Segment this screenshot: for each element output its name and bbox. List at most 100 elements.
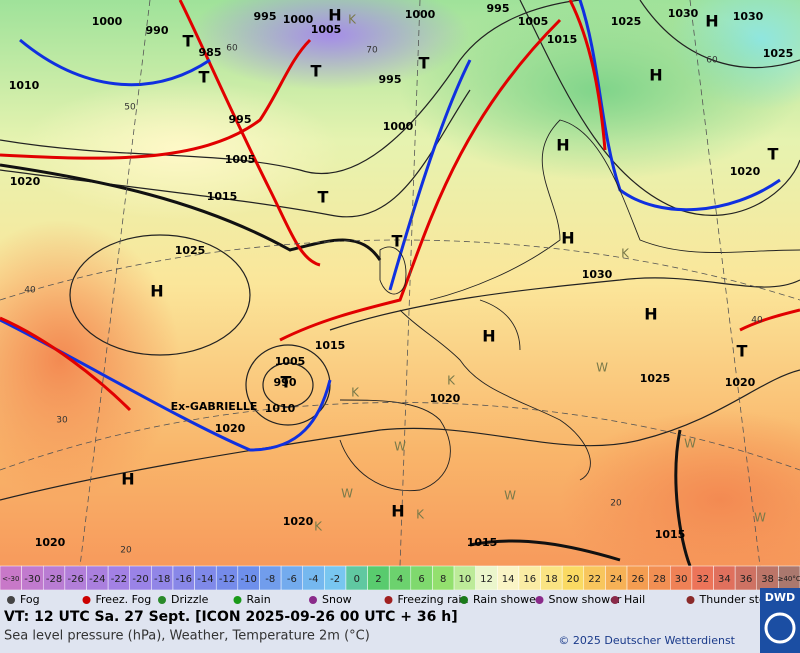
scale-label: -10: [240, 574, 256, 585]
pressure-system: T: [183, 32, 194, 51]
contour-label: 20: [120, 546, 132, 556]
trough-lines: [0, 163, 692, 567]
scale-label: -2: [330, 574, 340, 585]
scale-label: 4: [397, 574, 403, 585]
pressure-label: 1005: [311, 23, 342, 36]
valid-time: VT: 12 UTC Sa. 27 Sept. [ICON 2025-09-26…: [4, 609, 458, 625]
pressure-system: H: [328, 6, 341, 25]
pressure-label: 1015: [547, 33, 578, 46]
scale-label: -4: [309, 574, 319, 585]
pressure-label: 990: [274, 376, 297, 389]
warm-area: [0, 220, 180, 500]
pressure-label: 1015: [315, 339, 346, 352]
pressure-system: H: [649, 66, 662, 85]
weather-symbol: [535, 596, 544, 604]
pressure-label: 1010: [9, 79, 40, 92]
weather-label: Rain shower: [473, 593, 541, 606]
scale-label: -16: [176, 574, 192, 585]
scale-label: 2: [375, 574, 381, 585]
weather-legend: Fog Freez. Fog Drizzle Rain Snow Freezing rai…: [7, 593, 781, 606]
pressure-system: H: [482, 327, 495, 346]
pressure-system: T: [768, 145, 779, 164]
scale-label: 8: [440, 574, 446, 585]
pressure-label: 1020: [10, 175, 41, 188]
weather-label: Freezing rain: [398, 593, 469, 606]
pressure-system: T: [392, 232, 403, 251]
minor-label: K: [621, 247, 630, 261]
graticule: [0, 0, 800, 567]
subtitle: Sea level pressure (hPa), Weather, Tempe…: [4, 629, 370, 644]
scale-label: 10: [458, 574, 471, 585]
pressure-label: 1025: [611, 15, 642, 28]
scale-label: 12: [480, 574, 493, 585]
pressure-label: 995: [487, 2, 510, 15]
pressure-label: 985: [199, 46, 222, 59]
pressure-system: T: [737, 342, 748, 361]
temperature-scale: <-30 -30 -28 -26 -24 -22 -20 -18 -16 -14 -12 -10 -8-…: [0, 565, 800, 591]
pressure-label: 990: [146, 24, 169, 37]
weather-label: Snow shower: [549, 593, 622, 606]
pressure-label: 1000: [383, 120, 414, 133]
scale-label: 18: [545, 574, 558, 585]
pressure-label: 995: [229, 113, 252, 126]
mild-area: [20, 80, 340, 220]
logo-text: DWD: [765, 591, 795, 604]
pressure-label: 1000: [405, 8, 436, 21]
scale-label: 32: [696, 574, 709, 585]
weather-symbol: [158, 596, 166, 604]
pressure-label: 1020: [215, 422, 246, 435]
pressure-label: 1030: [668, 7, 699, 20]
weather-symbol: [82, 596, 91, 604]
scale-label: -8: [265, 574, 275, 585]
pressure-label: 1020: [283, 515, 314, 528]
weather-label: Drizzle: [171, 593, 209, 606]
weather-symbol: [611, 596, 619, 604]
minor-label: K: [314, 520, 323, 534]
warm-area: [560, 410, 800, 590]
minor-label: K: [416, 508, 425, 522]
minor-label: K: [351, 386, 360, 400]
pressure-label: 1020: [430, 392, 461, 405]
scale-label: -20: [132, 574, 148, 585]
pressure-label: 1030: [582, 268, 613, 281]
scale-label: 16: [523, 574, 536, 585]
scale-label: -12: [219, 574, 235, 585]
scale-label: 38: [761, 574, 774, 585]
cold-area: [190, 0, 470, 90]
scale-label: 26: [631, 574, 644, 585]
pressure-system: T: [199, 68, 210, 87]
contour-label: 30: [56, 416, 68, 426]
scale-label: -6: [287, 574, 297, 585]
weather-symbol: [309, 596, 317, 604]
pressure-label: 995: [379, 73, 402, 86]
pressure-label: 1015: [467, 536, 498, 549]
pressure-label: 1000: [283, 13, 314, 26]
contour-label: 60: [226, 44, 238, 54]
minor-label: W: [684, 437, 696, 451]
pressure-label: 1025: [763, 47, 794, 60]
minor-label: W: [341, 487, 353, 501]
pressure-system: H: [150, 282, 163, 301]
contour-label: 70: [366, 46, 378, 56]
minor-label: W: [754, 511, 766, 525]
contour-label: 20: [610, 499, 622, 509]
pressure-system: T: [419, 54, 430, 73]
contour-label: 40: [751, 316, 763, 326]
scale-label: 22: [588, 574, 601, 585]
weather-label: Rain: [247, 593, 271, 606]
pressure-system: H: [556, 136, 569, 155]
pressure-label: 1005: [275, 355, 306, 368]
logo-swirl: [764, 612, 796, 644]
pressure-system: T: [281, 373, 292, 392]
weather-symbol: [686, 596, 695, 604]
scale-label: 24: [610, 574, 623, 585]
pressure-label: 1020: [730, 165, 761, 178]
pressure-label: 1025: [175, 244, 206, 257]
contour-label: 50: [124, 103, 136, 113]
pressure-system: T: [318, 188, 329, 207]
pressure-label: 1020: [35, 536, 66, 549]
minor-label: K: [447, 374, 456, 388]
scale-label: 20: [567, 574, 580, 585]
